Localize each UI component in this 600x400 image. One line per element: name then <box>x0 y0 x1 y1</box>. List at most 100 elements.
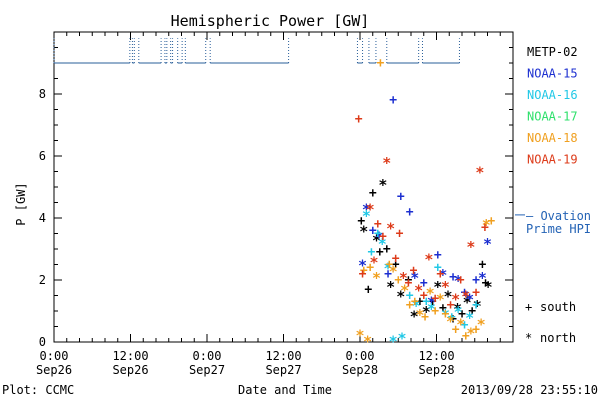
data-point: + <box>449 312 457 327</box>
data-point: + <box>359 267 367 282</box>
x-tick-date-label: Sep28 <box>342 363 378 377</box>
data-point: + <box>392 258 400 273</box>
data-point: + <box>406 298 414 313</box>
data-point: * <box>424 250 433 268</box>
data-point: + <box>385 258 393 273</box>
legend-item: NOAA-16 <box>527 88 578 102</box>
data-point: * <box>372 232 381 250</box>
data-point: + <box>369 186 377 201</box>
data-point: * <box>398 329 407 347</box>
x-tick-time-label: 12:00 <box>418 349 454 363</box>
data-point: * <box>389 332 398 350</box>
x-tick-date-label: Sep26 <box>112 363 148 377</box>
data-point: * <box>451 291 460 309</box>
data-point: * <box>454 272 463 290</box>
data-point: * <box>473 297 482 315</box>
data-point: * <box>438 266 447 284</box>
legend-item: METP-02 <box>527 45 578 59</box>
data-point: * <box>399 269 408 287</box>
data-point: * <box>400 281 409 299</box>
data-point: * <box>378 176 387 194</box>
data-point: * <box>412 297 421 315</box>
data-point: + <box>434 261 442 276</box>
data-point: + <box>487 214 495 229</box>
y-tick-label: 6 <box>39 149 46 163</box>
plot-area: 024680:00Sep2612:00Sep260:00Sep2712:00Se… <box>36 31 525 377</box>
data-point: + <box>384 267 392 282</box>
data-point: + <box>411 295 419 310</box>
data-point: * <box>359 222 368 240</box>
data-point: * <box>410 269 419 287</box>
data-point: + <box>416 295 424 310</box>
data-point: + <box>392 251 400 266</box>
data-point: + <box>472 285 480 300</box>
data-point: + <box>461 285 469 300</box>
data-point: * <box>446 312 455 330</box>
legend: METP-02 NOAA-15 NOAA-16 NOAA-17 NOAA-18 NOAA-… <box>527 45 578 167</box>
x-tick-time-label: 12:00 <box>112 349 148 363</box>
data-point: * <box>355 326 364 344</box>
data-point: * <box>443 288 452 306</box>
data-point: + <box>448 310 456 325</box>
data-point: * <box>483 235 492 253</box>
data-point: * <box>478 269 487 287</box>
data-point: + <box>420 276 428 291</box>
data-point: + <box>357 214 365 229</box>
data-point: * <box>465 309 474 327</box>
y-axis-label: P [GW] <box>14 182 28 225</box>
x-tick-time-label: 12:00 <box>265 349 301 363</box>
x-tick-time-label: 0:00 <box>40 349 69 363</box>
y-tick-label: 4 <box>39 211 46 225</box>
data-point: * <box>414 281 423 299</box>
data-point: + <box>376 56 384 71</box>
data-point: * <box>358 257 367 275</box>
data-point: * <box>427 294 436 312</box>
x-tick-date-label: Sep28 <box>418 363 454 377</box>
data-point: + <box>472 323 480 338</box>
data-point: + <box>360 264 368 279</box>
data-point: * <box>441 306 450 324</box>
data-point: * <box>436 291 445 309</box>
data-point: * <box>384 260 393 278</box>
x-tick-date-label: Sep27 <box>265 363 301 377</box>
data-point: * <box>389 263 398 281</box>
marker-legend-north-label: north <box>540 331 576 345</box>
data-point: * <box>372 269 381 287</box>
data-point: + <box>420 289 428 304</box>
data-point: + <box>422 295 430 310</box>
data-point: * <box>422 303 431 321</box>
chart-title: Hemispheric Power [GW] <box>171 12 370 30</box>
legend-item: NOAA-18 <box>527 131 578 145</box>
data-point: * <box>426 284 435 302</box>
data-point: + <box>389 93 397 108</box>
data-point: + <box>429 295 437 310</box>
plot-credit: Plot: CCMC <box>2 383 74 397</box>
data-point: + <box>468 304 476 319</box>
ovation-legend-line2: Prime HPI <box>526 222 591 236</box>
data-point: + <box>457 273 465 288</box>
x-tick-time-label: 0:00 <box>346 349 375 363</box>
data-point: + <box>383 242 391 257</box>
data-point: * <box>427 300 436 318</box>
data-point: + <box>421 310 429 325</box>
data-point: + <box>368 245 376 260</box>
data-point: * <box>396 288 405 306</box>
data-point: + <box>366 261 374 276</box>
data-point: + <box>405 276 413 291</box>
data-point: + <box>452 323 460 338</box>
data-point: * <box>386 219 395 237</box>
data-point: * <box>378 235 387 253</box>
data-point: + <box>458 307 466 322</box>
data-point: * <box>484 278 493 296</box>
ovation-legend-line1: – Ovation <box>526 209 591 223</box>
data-point: + <box>394 273 402 288</box>
data-point: + <box>355 112 363 127</box>
data-point: * <box>370 253 379 271</box>
data-point: + <box>449 270 457 285</box>
x-axis-label: Date and Time <box>238 383 332 397</box>
marker-legend-south-symbol: + <box>525 300 532 314</box>
data-point: + <box>376 245 384 260</box>
data-point: + <box>434 248 442 263</box>
